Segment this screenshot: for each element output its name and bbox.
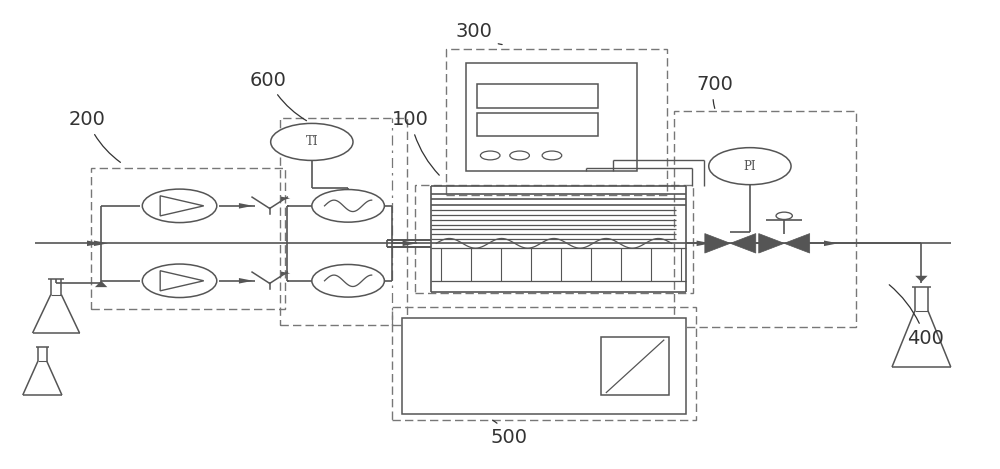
Polygon shape bbox=[281, 272, 290, 275]
Circle shape bbox=[142, 264, 217, 297]
Bar bbox=[477, 84, 598, 108]
Polygon shape bbox=[697, 241, 711, 246]
Circle shape bbox=[312, 189, 384, 222]
Bar bbox=[446, 49, 667, 195]
Polygon shape bbox=[784, 234, 810, 253]
Text: 300: 300 bbox=[456, 22, 502, 45]
Circle shape bbox=[142, 189, 217, 223]
Text: 100: 100 bbox=[392, 110, 439, 175]
Bar bbox=[392, 307, 696, 420]
Polygon shape bbox=[95, 281, 107, 287]
Text: PI: PI bbox=[744, 159, 756, 173]
Text: TI: TI bbox=[306, 136, 318, 148]
Polygon shape bbox=[94, 241, 108, 246]
Text: 400: 400 bbox=[889, 285, 944, 348]
Bar bbox=[466, 62, 637, 171]
Circle shape bbox=[271, 123, 353, 160]
Bar bbox=[601, 338, 669, 395]
Bar bbox=[91, 168, 285, 310]
Bar bbox=[477, 113, 598, 136]
Bar bbox=[415, 185, 693, 293]
Circle shape bbox=[709, 148, 791, 185]
Text: 500: 500 bbox=[490, 420, 527, 447]
Polygon shape bbox=[239, 278, 253, 284]
Polygon shape bbox=[915, 276, 928, 282]
Text: 600: 600 bbox=[250, 71, 306, 121]
Bar bbox=[402, 318, 686, 415]
Polygon shape bbox=[705, 234, 730, 253]
Polygon shape bbox=[824, 241, 838, 246]
Bar bbox=[280, 118, 407, 325]
Polygon shape bbox=[403, 241, 417, 246]
Text: 700: 700 bbox=[696, 75, 733, 108]
Circle shape bbox=[312, 265, 384, 297]
Bar bbox=[674, 111, 856, 327]
Polygon shape bbox=[239, 203, 253, 209]
Polygon shape bbox=[759, 234, 784, 253]
Polygon shape bbox=[730, 234, 756, 253]
Polygon shape bbox=[87, 241, 101, 246]
Text: 200: 200 bbox=[69, 110, 120, 162]
Polygon shape bbox=[281, 197, 290, 200]
